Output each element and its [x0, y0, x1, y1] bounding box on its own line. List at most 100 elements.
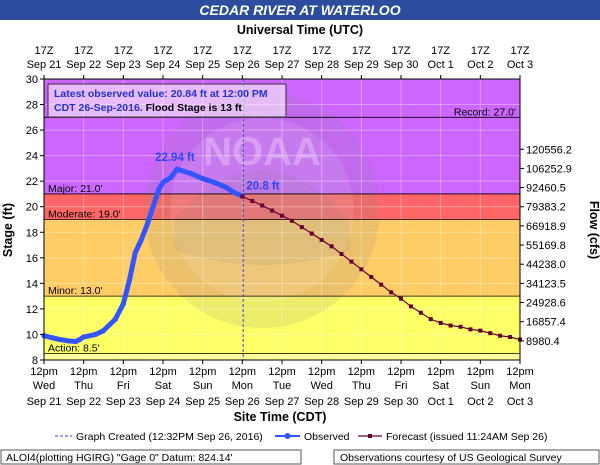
top-tick-date: Sep 22	[66, 59, 101, 71]
top-tick-date: Sep 24	[146, 59, 181, 71]
y2-tick-label: 92460.5	[526, 183, 566, 195]
y2-axis-title: Flow (cfs)	[587, 201, 600, 259]
bottom-tick-day: Thu	[352, 380, 371, 392]
bottom-tick-date: Sep 23	[106, 396, 141, 408]
top-tick-date: Sep 28	[304, 59, 339, 71]
bottom-tick-time: 12pm	[467, 366, 495, 378]
forecast-point	[240, 194, 245, 199]
series-layer	[41, 166, 522, 345]
top-tick-label: 17Z	[114, 45, 133, 57]
top-tick-date: Sep 21	[27, 59, 62, 71]
top-tick-label: 17Z	[471, 45, 490, 57]
forecast-point	[309, 231, 314, 236]
observed-point	[112, 316, 118, 322]
forecast-point	[468, 327, 473, 332]
y-tick-label: 22	[26, 176, 38, 188]
forecast-point	[478, 328, 483, 333]
y2-tick-label: 24928.6	[526, 298, 566, 310]
forecast-point	[339, 251, 344, 256]
forecast-point	[289, 218, 294, 223]
latest-observation-box: Latest observed value: 20.84 ft at 12:00…	[47, 83, 287, 118]
bottom-tick-day: Fri	[117, 380, 130, 392]
observed-point	[73, 338, 79, 345]
bottom-tick-time: 12pm	[427, 366, 455, 378]
footer-credit: Observations courtesy of US Geological S…	[340, 452, 563, 464]
top-tick-label: 17Z	[431, 45, 450, 57]
footer-datum: ALOI4(plotting HGIRG) "Gage 0" Datum: 82…	[6, 452, 233, 464]
threshold-label-major: Major: 21.0'	[48, 183, 103, 195]
observed-point	[92, 331, 99, 338]
y-tick-label: 28	[26, 100, 38, 112]
seal-outer-ring	[144, 92, 380, 328]
y-tick-label: 18	[26, 227, 38, 239]
legend-graph-created: Graph Created (12:32PM Sep 26, 2016)	[76, 431, 263, 443]
y-tick-label: 16	[26, 253, 38, 265]
observed-point	[180, 168, 186, 174]
bottom-tick-time: 12pm	[387, 366, 415, 378]
threshold-label-moderate: Moderate: 19.0'	[48, 209, 121, 221]
forecast-point	[379, 282, 384, 287]
noaa-watermark: NOAA	[144, 92, 380, 328]
bottom-tick-day: Sun	[471, 380, 491, 392]
observed-point	[138, 237, 144, 243]
bottom-tick-date: Sep 28	[304, 396, 339, 408]
forecast-point	[498, 333, 503, 338]
annotation-layer: 22.94 ft 20.8 ft	[155, 152, 280, 192]
threshold-label-action: Action: 8.5'	[48, 343, 100, 355]
observed-point	[160, 179, 166, 186]
observed-point	[174, 166, 180, 172]
observed-point	[211, 179, 218, 186]
top-tick-label: 17Z	[74, 45, 93, 57]
bottom-tick-date: Sep 24	[146, 396, 181, 408]
forecast-point	[349, 259, 354, 264]
top-tick-date: Oct 3	[507, 59, 533, 71]
observed-point	[231, 190, 237, 196]
forecast-point	[428, 317, 433, 322]
bottom-tick-day: Wed	[310, 380, 332, 392]
threshold-label-minor: Minor: 13.0'	[48, 285, 103, 297]
y-axis-title: Stage (ft)	[1, 203, 15, 257]
bottom-tick-date: Sep 30	[384, 396, 419, 408]
axes-layer: 8 10 12 14 16 18 20 22 24 26 28 30 8980.4 16857.4 2492…	[26, 45, 572, 408]
bottom-tick-day: Mon	[232, 380, 253, 392]
top-tick-label: 17Z	[273, 45, 292, 57]
forecast-point	[319, 237, 324, 242]
y2-tick-label: 120556.2	[526, 144, 572, 156]
observed-point	[164, 177, 170, 183]
title-bar	[0, 0, 600, 20]
y2-tick-label: 79383.2	[526, 202, 566, 214]
forecast-point	[260, 203, 265, 208]
bottom-tick-day: Wed	[33, 380, 55, 392]
top-tick-label: 17Z	[511, 45, 530, 57]
observed-point	[150, 204, 156, 210]
bottom-tick-time: 12pm	[70, 366, 98, 378]
observed-point	[65, 338, 71, 344]
svg-text:CDT 26-Sep-2016. Flood Stage i: CDT 26-Sep-2016. Flood Stage is 13 ft	[54, 102, 242, 114]
latest-observed-line: Latest observed value: 20.84 ft at 12:00…	[54, 88, 268, 100]
top-tick-date: Sep 27	[265, 59, 300, 71]
legend-observed: Observed	[304, 431, 350, 443]
legend-forecast: Forecast (issued 11:24AM Sep 26)	[386, 431, 547, 443]
bottom-tick-day: Tue	[273, 380, 292, 392]
forecast-point	[408, 304, 413, 309]
top-tick-date: Oct 2	[467, 59, 493, 71]
legend: Graph Created (12:32PM Sep 26, 2016) Obs…	[55, 431, 547, 443]
top-tick-date: Oct 1	[428, 59, 454, 71]
flood-stage-note: Flood Stage is 13 ft	[143, 102, 243, 114]
observed-point	[120, 301, 126, 307]
forecast-point	[438, 320, 443, 325]
bottom-tick-time: 12pm	[149, 366, 177, 378]
observed-point	[81, 334, 87, 340]
forecast-point	[399, 296, 403, 301]
bottom-tick-time: 12pm	[110, 366, 138, 378]
bottom-tick-date: Sep 27	[265, 396, 300, 408]
top-tick-date: Sep 23	[106, 59, 141, 71]
bottom-tick-time: 12pm	[229, 366, 257, 378]
bottom-tick-date: Oct 2	[467, 396, 493, 408]
y2-tick-label: 44238.0	[526, 259, 566, 271]
top-tick-label: 17Z	[154, 45, 173, 57]
observed-point	[200, 176, 206, 182]
forecast-point	[418, 310, 423, 315]
forecast-point	[369, 274, 374, 279]
